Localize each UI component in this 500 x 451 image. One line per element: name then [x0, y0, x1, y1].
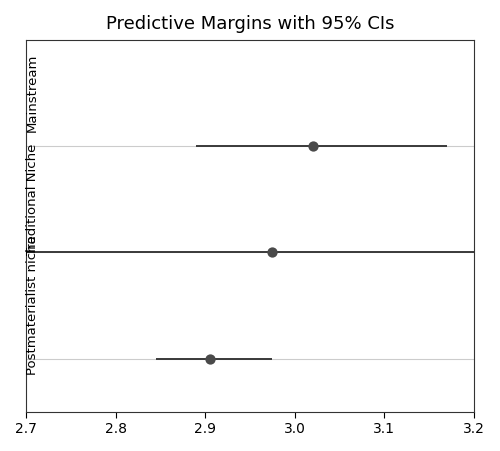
Text: Postmaterialist niche: Postmaterialist niche: [26, 235, 39, 375]
Text: Traditional Niche: Traditional Niche: [26, 143, 39, 255]
Title: Predictive Margins with 95% CIs: Predictive Margins with 95% CIs: [106, 15, 394, 33]
Point: [268, 249, 276, 256]
Point: [206, 355, 214, 362]
Text: Mainstream: Mainstream: [26, 54, 39, 132]
Point: [308, 143, 316, 150]
